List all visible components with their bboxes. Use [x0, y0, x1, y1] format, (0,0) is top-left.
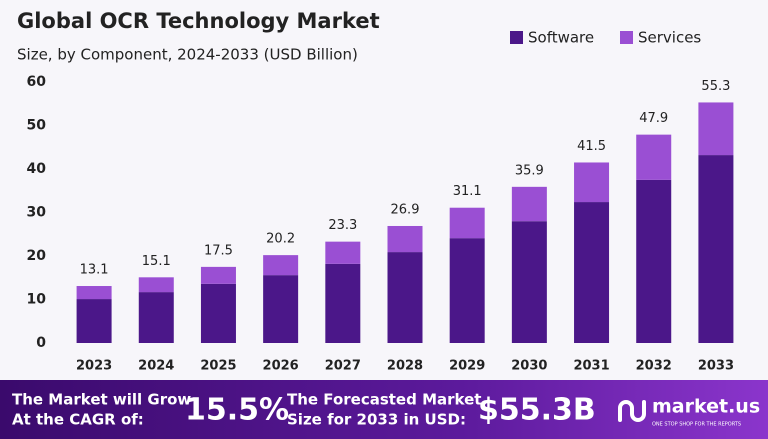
brand-logo — [618, 400, 646, 422]
bar-segment — [574, 162, 610, 203]
y-tick-label: 0 — [36, 335, 46, 351]
data-label: 55.3 — [701, 79, 730, 94]
y-tick-label: 30 — [27, 205, 47, 221]
bar-segment — [636, 134, 672, 180]
x-tick-label: 2023 — [76, 359, 112, 374]
bar-segment — [511, 221, 547, 343]
legend-swatch — [510, 31, 523, 44]
x-tick-label: 2024 — [138, 359, 174, 374]
bar-segment — [449, 207, 485, 239]
data-label: 26.9 — [391, 202, 420, 217]
bar-segment — [698, 102, 734, 156]
bar-segment — [263, 275, 299, 343]
bar-segment — [200, 266, 236, 284]
forecast-text: The Forecasted Market — [287, 391, 481, 409]
bar-segment — [263, 255, 299, 276]
bar-segment — [449, 238, 485, 343]
x-tick-label: 2028 — [387, 359, 423, 374]
bar-segment — [76, 286, 112, 300]
bar-segment — [200, 283, 236, 343]
data-label: 13.1 — [80, 263, 109, 278]
bar-segment — [325, 241, 361, 264]
bar-segment — [511, 186, 547, 222]
cagr-value: 15.5% — [185, 393, 289, 428]
data-label: 20.2 — [266, 232, 295, 247]
x-tick-label: 2032 — [636, 359, 672, 374]
x-tick-label: 2033 — [698, 359, 734, 374]
bar-segment — [387, 252, 423, 343]
data-label: 31.1 — [453, 184, 482, 199]
chart-title: Global OCR Technology Market — [17, 9, 380, 33]
bar-segment — [698, 155, 734, 343]
data-label: 41.5 — [577, 139, 606, 154]
x-tick-label: 2029 — [449, 359, 485, 374]
forecast-text: Size for 2033 in USD: — [287, 411, 466, 429]
legend-swatch — [620, 31, 633, 44]
x-tick-label: 2026 — [263, 359, 299, 374]
y-tick-label: 60 — [27, 74, 47, 90]
x-tick-label: 2025 — [200, 359, 236, 374]
bar-segment — [636, 179, 672, 343]
legend-label: Services — [638, 29, 701, 47]
data-label: 17.5 — [204, 243, 233, 258]
bar-segment — [138, 277, 174, 293]
brand-name: market.us — [652, 396, 760, 418]
x-tick-label: 2031 — [573, 359, 609, 374]
bar-segment — [76, 299, 112, 343]
y-tick-label: 20 — [27, 248, 47, 264]
legend-label: Software — [528, 29, 594, 47]
bar-segment — [387, 225, 423, 253]
x-tick-label: 2027 — [325, 359, 361, 374]
data-label: 47.9 — [639, 111, 668, 126]
chart-subtitle: Size, by Component, 2024-2033 (USD Billi… — [17, 46, 358, 64]
bar-segment — [325, 263, 361, 343]
forecast-value: $55.3B — [478, 393, 596, 428]
y-tick-label: 50 — [27, 118, 47, 134]
bar-segment — [138, 292, 174, 343]
data-label: 35.9 — [515, 163, 544, 178]
bar-segment — [574, 202, 610, 343]
data-label: 23.3 — [328, 218, 357, 233]
y-tick-label: 10 — [27, 292, 47, 308]
banner — [0, 380, 768, 439]
cagr-text: The Market will Grow — [12, 391, 191, 409]
y-tick-label: 40 — [27, 161, 47, 177]
data-label: 15.1 — [142, 254, 171, 269]
brand-tagline: ONE STOP SHOP FOR THE REPORTS — [652, 422, 741, 428]
x-tick-label: 2030 — [511, 359, 547, 374]
cagr-text: At the CAGR of: — [12, 411, 144, 429]
